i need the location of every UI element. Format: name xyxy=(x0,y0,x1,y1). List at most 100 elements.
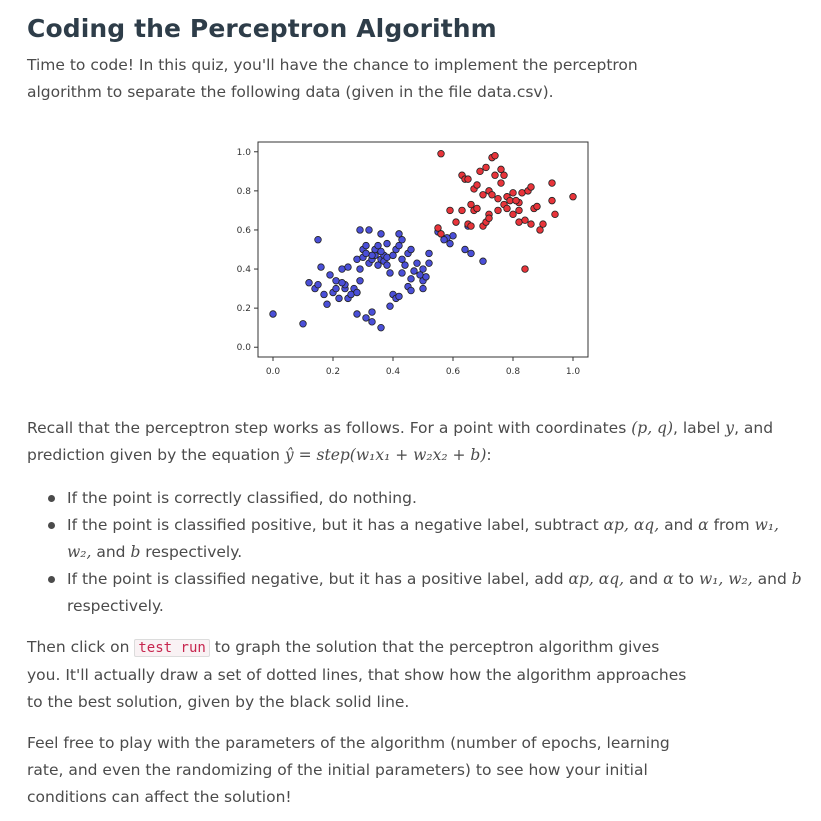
red-point xyxy=(464,175,472,183)
blue-point xyxy=(374,261,382,269)
rule-text: from xyxy=(708,516,755,534)
recall-math-label: y xyxy=(725,419,735,437)
blue-point xyxy=(377,247,385,256)
rule-math: b xyxy=(791,570,802,588)
blue-point xyxy=(398,269,406,277)
red-point xyxy=(548,196,556,205)
red-point xyxy=(521,216,529,224)
y-tick-label: 0.8 xyxy=(237,187,252,197)
blue-point xyxy=(422,273,430,281)
rule-text: and xyxy=(91,543,131,561)
blue-point xyxy=(356,277,364,285)
rule-math: α xyxy=(663,570,674,588)
red-point xyxy=(467,222,475,230)
blue-point xyxy=(353,310,361,318)
red-point xyxy=(527,183,535,191)
red-point xyxy=(479,191,487,199)
rule-text: to xyxy=(673,570,699,588)
red-point xyxy=(509,210,517,219)
blue-point xyxy=(332,284,340,293)
rule-text: If the point is correctly classified, do… xyxy=(67,489,417,507)
blue-point xyxy=(416,271,424,279)
blue-point xyxy=(446,239,454,248)
plot-frame xyxy=(257,141,589,358)
blue-point xyxy=(338,279,346,287)
x-tick-label: 0.2 xyxy=(326,367,340,377)
x-tick-label: 1.0 xyxy=(566,367,581,377)
blue-point xyxy=(344,263,352,271)
recall-text-4: : xyxy=(486,446,492,464)
rule-text: and xyxy=(624,570,664,588)
recall-math-coords: (p, q) xyxy=(631,419,674,437)
blue-point xyxy=(383,261,391,269)
blue-point xyxy=(320,290,328,299)
blue-point xyxy=(398,255,406,263)
blue-point xyxy=(377,230,385,238)
red-point xyxy=(446,206,454,215)
rules-list: If the point is correctly classified, do… xyxy=(27,485,807,620)
blue-point xyxy=(398,236,406,244)
blue-point xyxy=(383,253,391,262)
blue-point xyxy=(395,241,403,250)
y-tick-label: 0.4 xyxy=(237,265,252,275)
para-text: Then click on xyxy=(27,638,135,656)
rule-text: and xyxy=(752,570,792,588)
red-point xyxy=(536,226,544,234)
test-run-paragraph: Then click on test run to graph the solu… xyxy=(27,634,687,716)
x-tick-label: 0.0 xyxy=(266,367,281,377)
x-tick-label: 0.4 xyxy=(386,367,401,377)
rule-text: respectively. xyxy=(140,543,243,561)
blue-point xyxy=(323,300,331,308)
para-text: to graph the solution that the perceptro… xyxy=(27,638,687,711)
red-point xyxy=(569,193,577,201)
blue-point xyxy=(317,263,325,271)
rule-math: b xyxy=(130,543,141,561)
blue-point xyxy=(461,245,469,254)
red-point xyxy=(521,265,529,273)
red-point xyxy=(515,206,523,215)
red-point xyxy=(497,165,505,174)
blue-point xyxy=(356,265,364,273)
blue-point xyxy=(362,314,370,322)
blue-point xyxy=(356,226,364,234)
y-tick-label: 0.0 xyxy=(237,343,252,353)
y-tick-label: 1.0 xyxy=(237,148,252,158)
red-point xyxy=(473,181,481,189)
red-point xyxy=(467,200,475,209)
rule-text: respectively. xyxy=(67,597,164,615)
rule-math: α xyxy=(698,516,709,534)
blue-point xyxy=(362,241,370,250)
test-run-code: test run xyxy=(134,639,210,657)
blue-point xyxy=(338,265,346,273)
red-point xyxy=(512,196,520,205)
blue-point xyxy=(314,236,322,244)
red-point xyxy=(494,206,502,215)
rule-item-correct: If the point is correctly classified, do… xyxy=(27,485,807,512)
rule-item-false-positive: If the point is classified positive, but… xyxy=(27,512,807,566)
y-tick-label: 0.6 xyxy=(237,226,252,236)
blue-point xyxy=(407,286,415,295)
red-point xyxy=(539,220,547,228)
blue-point xyxy=(299,320,307,328)
blue-point xyxy=(386,269,394,277)
red-point xyxy=(476,167,484,176)
red-point xyxy=(437,230,445,238)
rule-text: If the point is classified negative, but… xyxy=(67,570,569,588)
rule-text: If the point is classified positive, but… xyxy=(67,516,604,534)
blue-point xyxy=(440,236,448,244)
red-point xyxy=(488,191,496,199)
recall-text-3: , and prediction given by the equation xyxy=(27,419,774,464)
red-point xyxy=(437,150,445,158)
blue-point xyxy=(386,302,394,310)
recall-math-equation: ŷ = step(w₁x₁ + w₂x₂ + b) xyxy=(284,446,487,464)
blue-point xyxy=(362,249,370,258)
blue-point xyxy=(425,249,433,258)
red-point xyxy=(509,189,517,197)
blue-point xyxy=(335,294,343,303)
blue-point xyxy=(410,267,418,275)
red-point xyxy=(503,204,511,213)
x-tick-label: 0.6 xyxy=(446,367,461,377)
y-tick-label: 0.2 xyxy=(237,304,251,314)
blue-point xyxy=(401,261,409,269)
blue-point xyxy=(407,275,415,283)
